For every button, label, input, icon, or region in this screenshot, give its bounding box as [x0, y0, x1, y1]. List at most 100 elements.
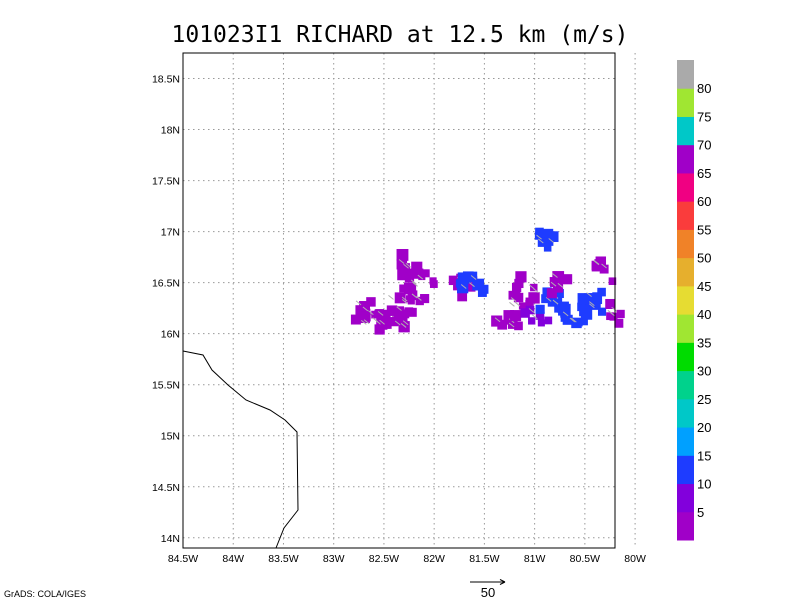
wind-cell: [491, 310, 523, 331]
wind-cell-box: [413, 268, 424, 279]
wind-cell-box: [379, 309, 390, 321]
wind-vector: [510, 297, 517, 302]
colorbar-segment: [677, 229, 694, 259]
wind-vector: [514, 301, 521, 307]
colorbar-segment: [677, 60, 694, 89]
colorbar-segment: [677, 116, 694, 146]
colorbar-label: 10: [697, 477, 711, 492]
wind-cell-box: [537, 319, 545, 327]
wind-cell-box: [520, 308, 530, 318]
wind-cell: [399, 282, 430, 306]
wind-cell-box: [595, 256, 607, 267]
wind-vector: [410, 279, 417, 285]
wind-cell-box: [530, 283, 538, 292]
wind-vector: [533, 288, 539, 294]
x-tick-label: 84.5W: [168, 553, 198, 565]
colorbar-segment: [677, 398, 694, 428]
colorbar-label: 65: [697, 166, 711, 181]
wind-vector: [379, 319, 385, 325]
wind-vector: [589, 303, 595, 309]
colorbar-label: 50: [697, 251, 711, 266]
wind-cell: [591, 256, 617, 285]
wind-vector: [400, 323, 407, 328]
wind-cell-box: [608, 277, 617, 285]
wind-cell-box: [407, 290, 418, 301]
wind-cell-box: [535, 304, 545, 314]
wind-cell-box: [350, 314, 361, 325]
wind-cell-box: [562, 274, 573, 285]
wind-vector: [601, 263, 607, 269]
wind-cell-box: [411, 261, 423, 273]
x-tick-label: 80W: [624, 553, 646, 565]
wind-cell-box: [543, 244, 552, 252]
x-tick-label: 80.5W: [570, 553, 600, 565]
wind-vector: [611, 306, 617, 312]
wind-field: [350, 227, 625, 335]
wind-cell-box: [547, 296, 558, 307]
colorbar-segment: [677, 172, 694, 202]
colorbar-label: 20: [697, 420, 711, 435]
wind-vector: [470, 275, 477, 280]
wind-vector: [412, 281, 418, 287]
wind-cell: [455, 271, 489, 297]
wind-cell-box: [399, 284, 408, 293]
wind-cell-box: [420, 294, 430, 304]
colorbar-segment: [677, 511, 694, 541]
reference-vector: 50: [470, 579, 506, 600]
wind-cell-box: [465, 281, 476, 292]
colorbar-segment: [677, 257, 694, 287]
x-tick-label: 82W: [423, 553, 445, 565]
wind-cell-box: [457, 272, 466, 281]
colorbar-label: 45: [697, 279, 711, 294]
colorbar-label: 60: [697, 194, 711, 209]
wind-vector: [586, 292, 592, 298]
wind-cell-box: [577, 293, 590, 305]
wind-vector: [411, 293, 418, 299]
colorbar-label: 75: [697, 109, 711, 124]
wind-cell-box: [366, 297, 376, 307]
y-tick-label: 15.5N: [152, 380, 180, 392]
wind-cell-box: [560, 314, 568, 322]
wind-vector: [508, 322, 515, 328]
colorbar-segment: [677, 342, 694, 372]
wind-vector: [396, 306, 402, 312]
wind-cell-box: [580, 318, 588, 326]
wind-vector: [405, 262, 412, 268]
colorbar-segment: [677, 427, 694, 456]
y-tick-label: 17N: [161, 227, 180, 239]
wind-cell-box: [380, 317, 392, 329]
wind-vector: [536, 234, 542, 240]
x-tick-label: 83W: [323, 553, 345, 565]
wind-cell-box: [397, 268, 409, 281]
y-tick-label: 18.5N: [152, 74, 180, 86]
wind-vector: [401, 299, 408, 304]
wind-vector: [528, 284, 535, 290]
colorbar-segment: [677, 285, 694, 315]
wind-cell-box: [386, 305, 398, 316]
wind-cell-box: [429, 277, 437, 285]
wind-vector: [460, 284, 467, 289]
wind-cell: [394, 307, 417, 328]
wind-cell-box: [505, 317, 514, 325]
x-tick-label: 82.5W: [369, 553, 399, 565]
colorbar-label: 40: [697, 307, 711, 322]
wind-vector: [377, 310, 384, 316]
colorbar-label: 70: [697, 138, 711, 153]
wind-vector: [494, 317, 501, 323]
wind-cell-box: [544, 316, 553, 325]
wind-cell-box: [360, 311, 371, 322]
wind-cell-box: [552, 271, 565, 283]
wind-vector: [562, 311, 569, 317]
x-tick-labels: 84.5W 84W 83.5W 83W 82.5W 82W 81.5W 81W 80.5W 80W: [168, 553, 646, 565]
wind-cell-box: [597, 287, 606, 297]
reference-vector-label: 50: [481, 585, 495, 600]
colorbar-segment: [677, 88, 694, 117]
y-tick-label: 17.5N: [152, 176, 180, 188]
wind-cell: [404, 268, 438, 288]
wind-cell: [605, 298, 625, 328]
wind-cell-box: [614, 318, 624, 328]
wind-cell-box: [528, 292, 540, 304]
colorbar-segment: [677, 370, 694, 400]
wind-cell-box: [514, 278, 524, 289]
wind-cell-box: [575, 319, 583, 327]
